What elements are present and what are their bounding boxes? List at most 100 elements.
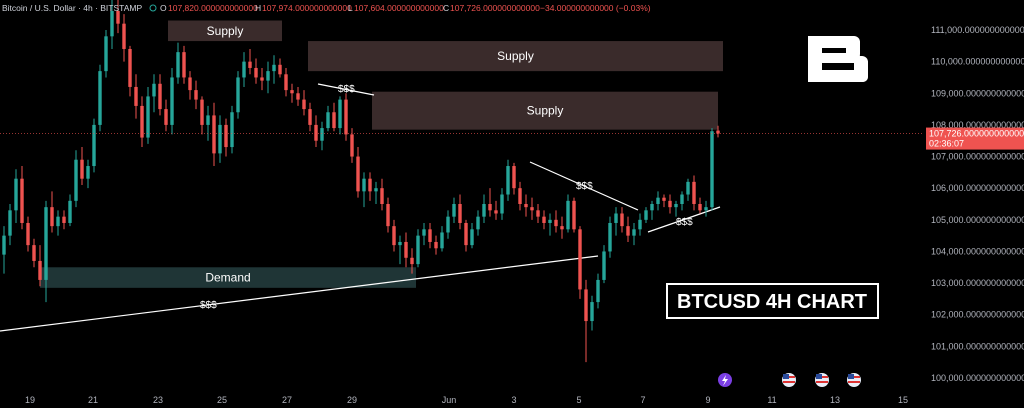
candle — [230, 105, 234, 154]
candle-body — [590, 302, 594, 322]
candle — [92, 118, 96, 173]
candle-body — [398, 241, 402, 246]
candle-body — [68, 200, 72, 223]
candle-body — [416, 235, 420, 265]
x-tick-label: 15 — [898, 395, 908, 405]
candle — [338, 96, 342, 135]
ohlc-open-value: 107,820.000000000000 — [168, 3, 258, 13]
candle — [368, 172, 372, 201]
candle-body — [542, 216, 546, 223]
liquidity-label: $$$ — [576, 181, 593, 192]
ohlc-high-value: 107,974.000000000000 — [262, 3, 352, 13]
candle — [464, 219, 468, 252]
trendline-rising — [647, 206, 721, 233]
candle — [44, 200, 48, 303]
candle-body — [8, 210, 12, 236]
x-tick-label: 7 — [640, 395, 645, 405]
x-tick-label: 25 — [217, 395, 227, 405]
candle-body — [500, 194, 504, 214]
us-flag-icon[interactable] — [815, 373, 829, 387]
candle — [428, 222, 432, 249]
candle — [344, 93, 348, 141]
liquidity-label: $$$ — [338, 84, 355, 95]
candle-body — [284, 74, 288, 91]
candle — [140, 96, 144, 148]
y-tick-label: 110,000.000000000000 — [931, 57, 1024, 67]
us-flag-icon[interactable] — [847, 373, 861, 387]
candle-body — [476, 216, 480, 230]
candle — [236, 71, 240, 119]
candle-body — [146, 96, 150, 138]
supply-zone-label: Supply — [527, 104, 564, 118]
candle — [242, 52, 246, 87]
candle — [26, 216, 30, 252]
candle — [80, 147, 84, 186]
candle — [8, 204, 12, 246]
candle — [200, 96, 204, 135]
candle — [626, 216, 630, 242]
trendline-mid — [529, 161, 639, 211]
us-flag-icon[interactable] — [782, 373, 796, 387]
x-tick-label: 5 — [576, 395, 581, 405]
candle-body — [638, 219, 642, 230]
candle — [158, 74, 162, 116]
candle-body — [278, 64, 282, 75]
candle-body — [362, 178, 366, 192]
candle-body — [218, 124, 222, 154]
candle — [548, 213, 552, 236]
candle-body — [326, 112, 330, 129]
candle — [50, 191, 54, 233]
candle-body — [80, 159, 84, 179]
candle-body — [272, 64, 276, 72]
candle-body — [200, 99, 204, 125]
candle — [596, 273, 600, 309]
candle-body — [440, 232, 444, 249]
supply-zone — [168, 20, 282, 42]
candle — [176, 42, 180, 84]
candle — [560, 216, 564, 239]
candle-body — [110, 11, 114, 37]
candle — [686, 178, 690, 201]
candle-body — [506, 166, 510, 195]
candle-body — [32, 245, 36, 261]
candle — [554, 210, 558, 233]
candle — [536, 204, 540, 223]
candle-body — [14, 178, 18, 211]
candle — [326, 105, 330, 132]
candle-body — [380, 188, 384, 204]
y-tick-label: 102,000.000000000000 — [931, 310, 1024, 320]
candle-body — [446, 216, 450, 233]
last-price-value: 107,726.000000000000 — [929, 129, 1024, 139]
candle — [188, 71, 192, 100]
y-tick-label: 101,000.000000000000 — [931, 341, 1024, 351]
candle-body — [182, 52, 186, 78]
candle — [404, 232, 408, 268]
candle — [398, 235, 402, 265]
x-tick-label: 23 — [153, 395, 163, 405]
y-tick-label: 104,000.000000000000 — [931, 246, 1024, 256]
candle-body — [368, 178, 372, 192]
candle-body — [62, 216, 66, 223]
candle-body — [560, 226, 564, 230]
market-status-icon — [149, 4, 157, 12]
candle-body — [650, 204, 654, 211]
candle — [284, 67, 288, 97]
candle — [422, 222, 426, 246]
candle-body — [470, 229, 474, 246]
candle-body — [50, 207, 54, 227]
candle-body — [92, 124, 96, 167]
candle — [194, 80, 198, 110]
candle-body — [194, 90, 198, 100]
candle-body — [668, 200, 672, 208]
candle — [614, 207, 618, 236]
ohlc-close-value: 107,726.000000000000 — [450, 3, 540, 13]
x-tick-label: 29 — [347, 395, 357, 405]
x-tick-label: 11 — [767, 395, 776, 405]
candle-body — [548, 219, 552, 223]
x-tick-label: 13 — [830, 395, 840, 405]
candle-body — [338, 99, 342, 129]
y-tick-label: 100,000.000000000000 — [931, 373, 1024, 383]
candle — [62, 210, 66, 230]
candle — [698, 197, 702, 214]
